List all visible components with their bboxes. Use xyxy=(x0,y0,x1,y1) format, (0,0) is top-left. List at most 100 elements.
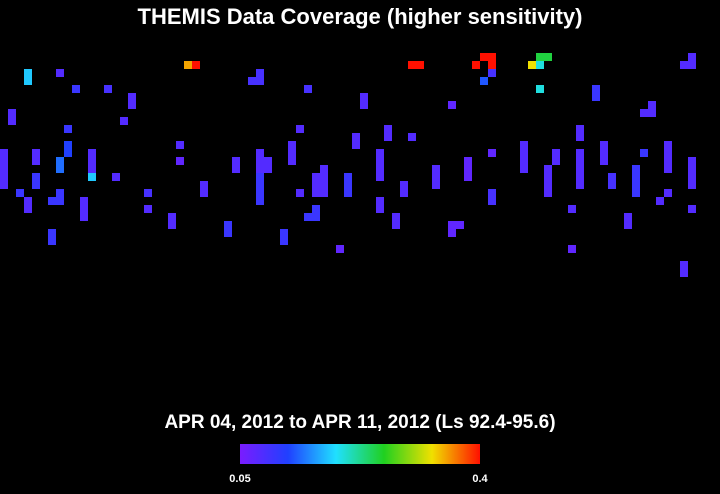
coverage-cell xyxy=(296,189,304,197)
coverage-cell xyxy=(664,189,672,197)
coverage-cell xyxy=(24,197,32,213)
coverage-cell xyxy=(680,61,688,69)
coverage-cell xyxy=(192,61,200,69)
coverage-cell xyxy=(464,157,472,181)
coverage-cell xyxy=(144,205,152,213)
coverage-cell xyxy=(56,189,64,205)
coverage-cell xyxy=(264,157,272,173)
coverage-cell xyxy=(80,197,88,221)
coverage-cell xyxy=(536,61,544,69)
coverage-cell xyxy=(48,229,56,245)
coverage-cell xyxy=(48,197,56,205)
coverage-cell xyxy=(640,149,648,157)
coverage-cell xyxy=(488,189,496,205)
coverage-cell xyxy=(608,173,616,189)
coverage-cell xyxy=(304,85,312,93)
coverage-cell xyxy=(32,173,40,189)
coverage-cell xyxy=(568,245,576,253)
coverage-cell xyxy=(16,189,24,197)
coverage-cell xyxy=(312,205,320,221)
coverage-cell xyxy=(400,181,408,197)
coverage-cell xyxy=(88,149,96,173)
coverage-cell xyxy=(360,93,368,109)
coverage-cell xyxy=(600,141,608,165)
chart-subtitle: APR 04, 2012 to APR 11, 2012 (Ls 92.4-95… xyxy=(164,412,555,433)
coverage-cell xyxy=(536,53,544,61)
coverage-cell xyxy=(448,221,456,237)
coverage-cell xyxy=(8,109,16,125)
coverage-cell xyxy=(376,197,384,213)
coverage-cell xyxy=(56,157,64,173)
coverage-cell xyxy=(336,245,344,253)
coverage-cell xyxy=(176,141,184,149)
coverage-cell xyxy=(416,61,424,69)
coverage-cell xyxy=(320,165,328,197)
coverage-cell xyxy=(448,101,456,109)
coverage-cell xyxy=(408,133,416,141)
coverage-cell xyxy=(536,85,544,93)
coverage-cell xyxy=(176,157,184,165)
colorbar-tick-label: 0.4 xyxy=(472,473,488,485)
coverage-cell xyxy=(480,77,488,85)
coverage-cell xyxy=(488,61,496,69)
coverage-cell xyxy=(120,117,128,125)
coverage-cell xyxy=(248,77,256,85)
coverage-cell xyxy=(664,141,672,173)
coverage-cell xyxy=(56,69,64,77)
coverage-cell xyxy=(488,69,496,77)
chart-title: THEMIS Data Coverage (higher sensitivity… xyxy=(138,4,583,29)
coverage-cell xyxy=(256,149,264,173)
coverage-cell xyxy=(232,157,240,173)
coverage-cell xyxy=(352,133,360,149)
coverage-cell xyxy=(24,69,32,85)
coverage-cell xyxy=(184,61,192,69)
colorbar-tick-label: 0.05 xyxy=(229,473,250,485)
coverage-cell xyxy=(168,213,176,229)
coverage-cell xyxy=(344,173,352,197)
coverage-cell xyxy=(288,141,296,165)
coverage-cell xyxy=(640,109,648,117)
coverage-cell xyxy=(456,221,464,229)
coverage-cell xyxy=(392,213,400,229)
coverage-cell xyxy=(0,149,8,189)
coverage-cell xyxy=(688,157,696,189)
coverage-cell xyxy=(472,61,480,69)
coverage-cell xyxy=(376,149,384,181)
coverage-cell xyxy=(480,53,488,61)
coverage-cell xyxy=(200,181,208,197)
coverage-cell xyxy=(544,53,552,61)
coverage-cell xyxy=(256,173,264,205)
coverage-cell xyxy=(528,61,536,69)
coverage-cell xyxy=(128,93,136,109)
coverage-cell xyxy=(296,125,304,133)
coverage-cell xyxy=(576,149,584,189)
coverage-cell xyxy=(112,173,120,181)
coverage-cell xyxy=(304,213,312,221)
coverage-cell xyxy=(384,125,392,141)
colorbar xyxy=(240,444,480,464)
coverage-cell xyxy=(224,221,232,237)
coverage-cell xyxy=(592,85,600,101)
coverage-cell xyxy=(680,261,688,277)
coverage-cell xyxy=(632,165,640,197)
coverage-cell xyxy=(688,53,696,69)
coverage-cell xyxy=(32,149,40,165)
coverage-cell xyxy=(432,165,440,189)
coverage-cell xyxy=(624,213,632,229)
coverage-cell xyxy=(544,165,552,197)
coverage-cell xyxy=(256,69,264,85)
coverage-cell xyxy=(64,125,72,133)
coverage-cell xyxy=(488,53,496,61)
coverage-cell xyxy=(280,229,288,245)
coverage-cell xyxy=(72,85,80,93)
coverage-cell xyxy=(144,189,152,197)
coverage-cell xyxy=(104,85,112,93)
coverage-cell xyxy=(688,205,696,213)
coverage-cell xyxy=(656,197,664,205)
coverage-cell xyxy=(408,61,416,69)
coverage-cell xyxy=(488,149,496,157)
coverage-cell xyxy=(520,141,528,173)
